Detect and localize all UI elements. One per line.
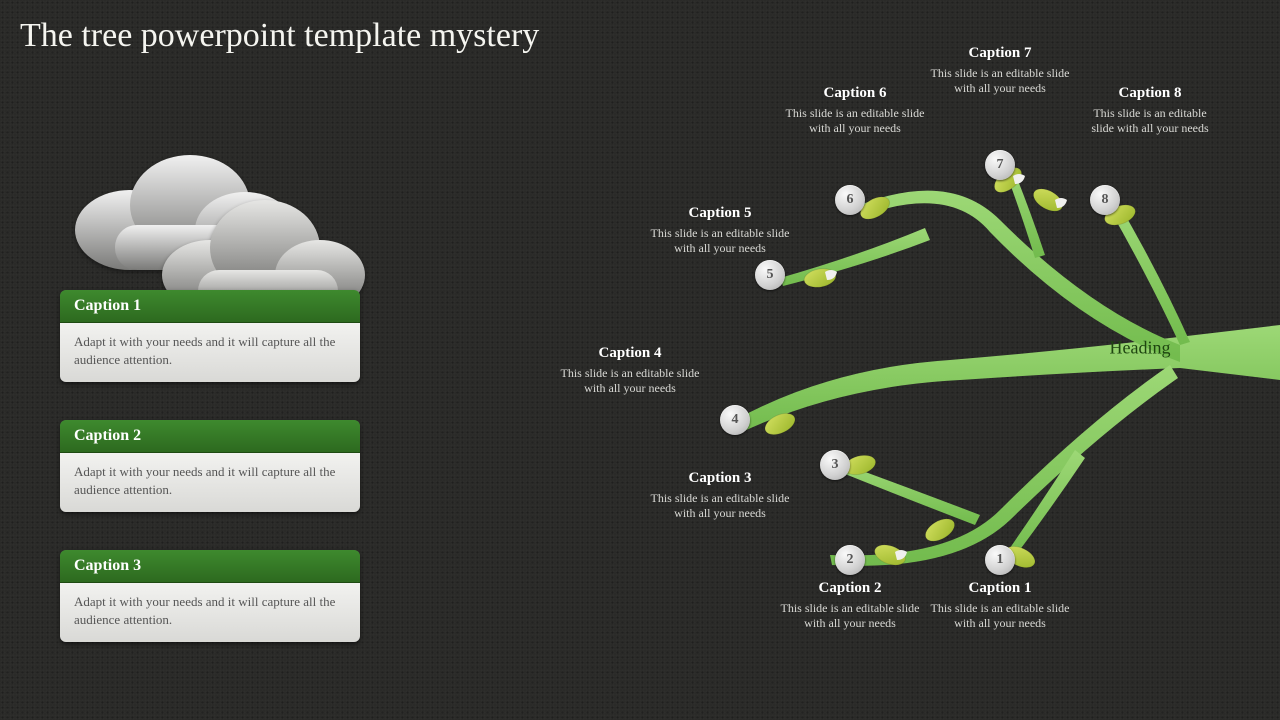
branch-caption-title-5: Caption 5 <box>650 205 790 222</box>
branch-caption-3: Caption 3 This slide is an editable slide… <box>650 470 790 521</box>
branch-node-8: 8 <box>1090 185 1120 215</box>
branch-node-6: 6 <box>835 185 865 215</box>
branch-caption-title-4: Caption 4 <box>560 345 700 362</box>
branch-caption-4: Caption 4 This slide is an editable slide… <box>560 345 700 396</box>
branch-caption-body-5: This slide is an editable slide with all… <box>650 226 790 256</box>
branch-caption-1: Caption 1 This slide is an editable slide… <box>930 580 1070 631</box>
branch-node-7: 7 <box>985 150 1015 180</box>
slide-title: The tree powerpoint template mystery <box>20 16 539 57</box>
branch-caption-body-6: This slide is an editable slide with all… <box>785 106 925 136</box>
branch-node-5: 5 <box>755 260 785 290</box>
branch-caption-8: Caption 8 This slide is an editable slide… <box>1085 85 1215 136</box>
branch-caption-title-6: Caption 6 <box>785 85 925 102</box>
branch-caption-body-3: This slide is an editable slide with all… <box>650 491 790 521</box>
branch-caption-6: Caption 6 This slide is an editable slide… <box>785 85 925 136</box>
tree-heading-label: Heading <box>1110 338 1171 359</box>
branch-caption-title-2: Caption 2 <box>780 580 920 597</box>
left-caption-body-2: Adapt it with your needs and it will cap… <box>60 453 360 512</box>
branch-caption-body-1: This slide is an editable slide with all… <box>930 601 1070 631</box>
branch-caption-body-8: This slide is an editable slide with all… <box>1085 106 1215 136</box>
left-caption-box-1: Caption 1 Adapt it with your needs and i… <box>60 290 360 382</box>
left-caption-box-2: Caption 2 Adapt it with your needs and i… <box>60 420 360 512</box>
branch-caption-5: Caption 5 This slide is an editable slide… <box>650 205 790 256</box>
left-caption-box-3: Caption 3 Adapt it with your needs and i… <box>60 550 360 642</box>
left-caption-title-2: Caption 2 <box>60 420 360 453</box>
left-caption-title-3: Caption 3 <box>60 550 360 583</box>
left-caption-body-3: Adapt it with your needs and it will cap… <box>60 583 360 642</box>
branch-caption-body-2: This slide is an editable slide with all… <box>780 601 920 631</box>
left-caption-body-1: Adapt it with your needs and it will cap… <box>60 323 360 382</box>
branch-caption-title-1: Caption 1 <box>930 580 1070 597</box>
branch-node-4: 4 <box>720 405 750 435</box>
branch-caption-title-7: Caption 7 <box>930 45 1070 62</box>
branch-caption-title-8: Caption 8 <box>1085 85 1215 102</box>
branch-caption-body-4: This slide is an editable slide with all… <box>560 366 700 396</box>
branch-caption-title-3: Caption 3 <box>650 470 790 487</box>
branch-caption-body-7: This slide is an editable slide with all… <box>930 66 1070 96</box>
branch-node-2: 2 <box>835 545 865 575</box>
left-caption-title-1: Caption 1 <box>60 290 360 323</box>
branch-caption-7: Caption 7 This slide is an editable slide… <box>930 45 1070 96</box>
branch-node-1: 1 <box>985 545 1015 575</box>
branch-caption-2: Caption 2 This slide is an editable slide… <box>780 580 920 631</box>
branch-node-3: 3 <box>820 450 850 480</box>
